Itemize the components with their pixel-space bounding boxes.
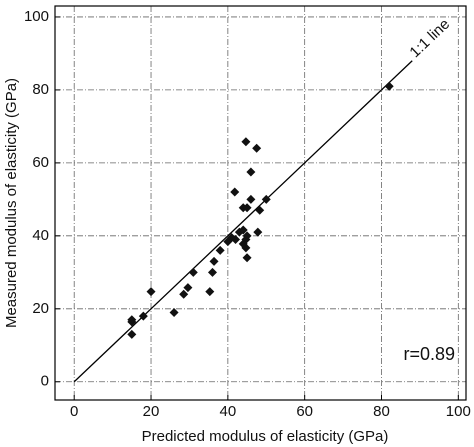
y-tick-label: 80 <box>32 81 49 98</box>
x-tick-label: 100 <box>446 403 471 420</box>
data-point <box>238 225 248 235</box>
y-axis-label: Measured modulus of elasticity (GPa) <box>3 78 20 328</box>
plot-frame <box>54 5 467 401</box>
x-tick-label: 80 <box>373 403 390 420</box>
x-tick-label: 40 <box>220 403 237 420</box>
data-point <box>205 287 215 297</box>
data-point <box>238 239 248 249</box>
y-tick-label: 60 <box>32 154 49 171</box>
data-point <box>252 143 262 153</box>
reference-line-label: 1:1 line <box>406 16 453 62</box>
data-point <box>215 245 225 255</box>
y-tick-label: 20 <box>32 300 49 317</box>
data-point <box>179 289 189 299</box>
data-point <box>255 205 265 215</box>
x-axis-label: Predicted modulus of elasticity (GPa) <box>142 428 389 445</box>
data-point <box>183 283 193 293</box>
data-point <box>242 203 252 213</box>
data-point <box>127 329 137 339</box>
data-point <box>246 167 256 177</box>
x-tick-label: 20 <box>143 403 160 420</box>
data-point <box>169 307 179 317</box>
data-point <box>242 231 252 241</box>
data-point <box>138 311 148 321</box>
data-point <box>230 187 240 197</box>
data-point <box>231 234 241 244</box>
y-tick-label: 0 <box>41 373 49 390</box>
data-point <box>261 194 271 204</box>
data-point <box>207 267 217 277</box>
annotation: r=0.89 <box>403 344 455 364</box>
x-tick-label: 0 <box>70 403 78 420</box>
data-point <box>188 267 198 277</box>
data-point <box>242 253 252 263</box>
data-point <box>253 227 263 237</box>
data-point <box>127 315 137 325</box>
y-tick-label: 100 <box>24 8 49 25</box>
data-point <box>146 287 156 297</box>
data-point <box>241 137 251 147</box>
data-point <box>246 194 256 204</box>
data-point <box>384 81 394 91</box>
x-tick-label: 60 <box>296 403 313 420</box>
y-tick-label: 40 <box>32 227 49 244</box>
reference-line <box>73 60 413 383</box>
data-point <box>209 256 219 266</box>
